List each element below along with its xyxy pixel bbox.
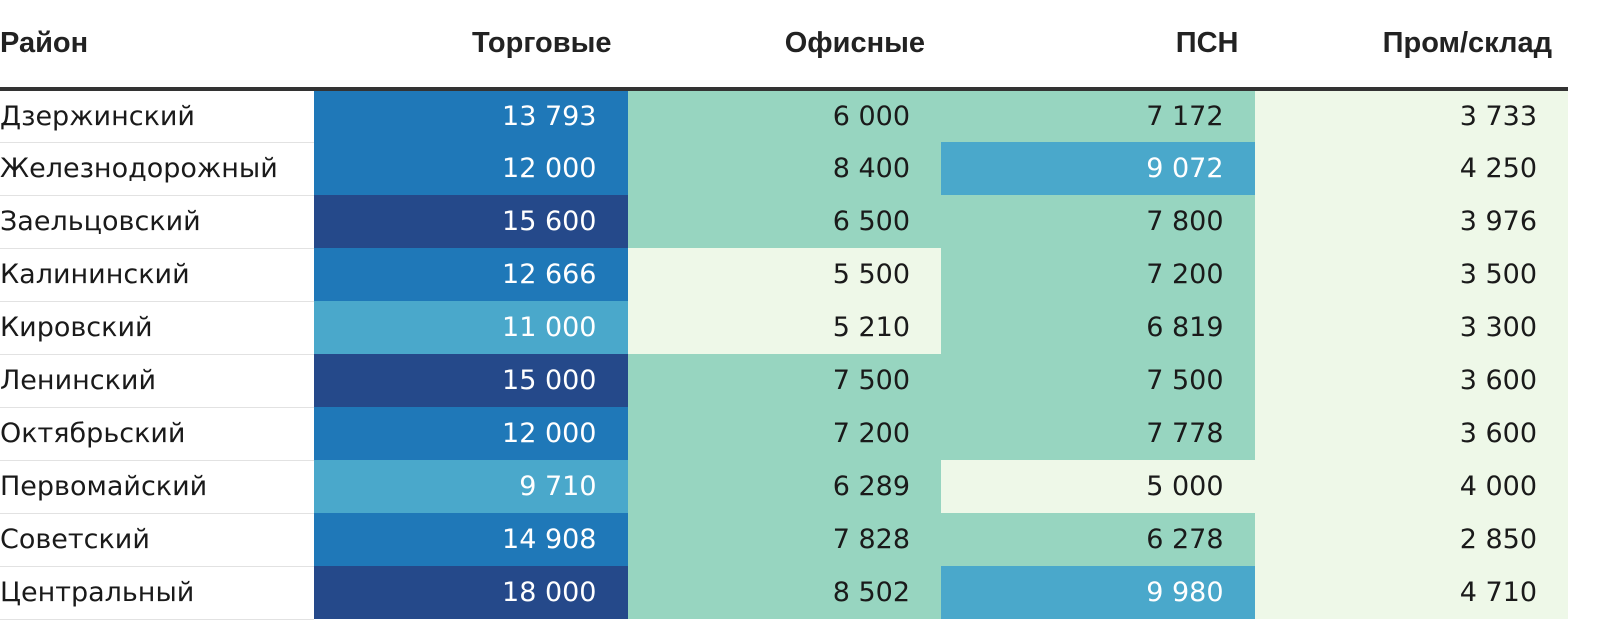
heat-cell: 4 000 [1254,460,1568,513]
heat-cell: 9 072 [941,142,1255,195]
district-label: Дзержинский [0,89,314,143]
heat-cell: 9 980 [941,566,1255,619]
column-header-retail: Торговые [314,0,628,91]
heat-cell: 6 000 [627,89,941,142]
column-header-psn: ПСН [941,0,1255,91]
heat-cell: 7 778 [941,407,1255,460]
heat-cell: 3 500 [1254,248,1568,301]
district-label: Кировский [0,301,314,355]
heat-cell: 7 800 [941,195,1255,248]
district-label: Центральный [0,566,314,620]
table-row: Центральный 18 000 8 502 9 980 4 710 [0,566,1568,620]
heat-cell: 7 500 [941,354,1255,407]
heat-cell: 6 289 [627,460,941,513]
heat-cell: 5 000 [941,460,1255,513]
heat-cell: 9 710 [314,460,628,513]
heat-cell: 7 200 [627,407,941,460]
heat-cell: 7 828 [627,513,941,566]
heat-cell: 3 600 [1254,407,1568,460]
district-label: Советский [0,513,314,567]
heat-cell: 6 819 [941,301,1255,354]
heat-cell: 7 172 [941,89,1255,142]
heat-cell: 2 850 [1254,513,1568,566]
table-row: Октябрьский 12 000 7 200 7 778 3 600 [0,407,1568,461]
heat-cell: 6 500 [627,195,941,248]
table-row: Калининский 12 666 5 500 7 200 3 500 [0,248,1568,302]
heat-cell: 5 210 [627,301,941,354]
table-row: Первомайский 9 710 6 289 5 000 4 000 [0,460,1568,514]
column-header-office: Офисные [627,0,941,91]
table-row: Заельцовский 15 600 6 500 7 800 3 976 [0,195,1568,249]
table-row: Железнодорожный 12 000 8 400 9 072 4 250 [0,142,1568,196]
heat-cell: 12 000 [314,407,628,460]
district-label: Железнодорожный [0,142,314,196]
heat-cell: 15 600 [314,195,628,248]
heatmap-table: Район Торговые Офисные ПСН Пром/склад Дз… [0,0,1568,620]
heat-cell: 12 000 [314,142,628,195]
district-label: Ленинский [0,354,314,408]
heat-cell: 18 000 [314,566,628,619]
column-header-industrial: Пром/склад [1254,0,1568,91]
heat-cell: 7 200 [941,248,1255,301]
header-row: Район Торговые Офисные ПСН Пром/склад [0,0,1568,91]
heat-cell: 13 793 [314,89,628,142]
table-body: Дзержинский 13 793 6 000 7 172 3 733 Железнод… [0,89,1568,620]
heat-cell: 15 000 [314,354,628,407]
column-header-district: Район [0,0,314,91]
heat-cell: 6 278 [941,513,1255,566]
district-label: Первомайский [0,460,314,514]
heat-cell: 3 600 [1254,354,1568,407]
table-row: Дзержинский 13 793 6 000 7 172 3 733 [0,89,1568,143]
heat-cell: 4 250 [1254,142,1568,195]
heat-cell: 5 500 [627,248,941,301]
heat-cell: 12 666 [314,248,628,301]
heat-cell: 8 400 [627,142,941,195]
table-row: Советский 14 908 7 828 6 278 2 850 [0,513,1568,567]
heat-cell: 3 733 [1254,89,1568,142]
heat-cell: 7 500 [627,354,941,407]
heat-cell: 14 908 [314,513,628,566]
district-label: Калининский [0,248,314,302]
heat-cell: 3 300 [1254,301,1568,354]
heat-cell: 8 502 [627,566,941,619]
table-row: Кировский 11 000 5 210 6 819 3 300 [0,301,1568,355]
heat-cell: 11 000 [314,301,628,354]
district-label: Заельцовский [0,195,314,249]
heat-cell: 4 710 [1254,566,1568,619]
district-label: Октябрьский [0,407,314,461]
heat-cell: 3 976 [1254,195,1568,248]
table-row: Ленинский 15 000 7 500 7 500 3 600 [0,354,1568,408]
